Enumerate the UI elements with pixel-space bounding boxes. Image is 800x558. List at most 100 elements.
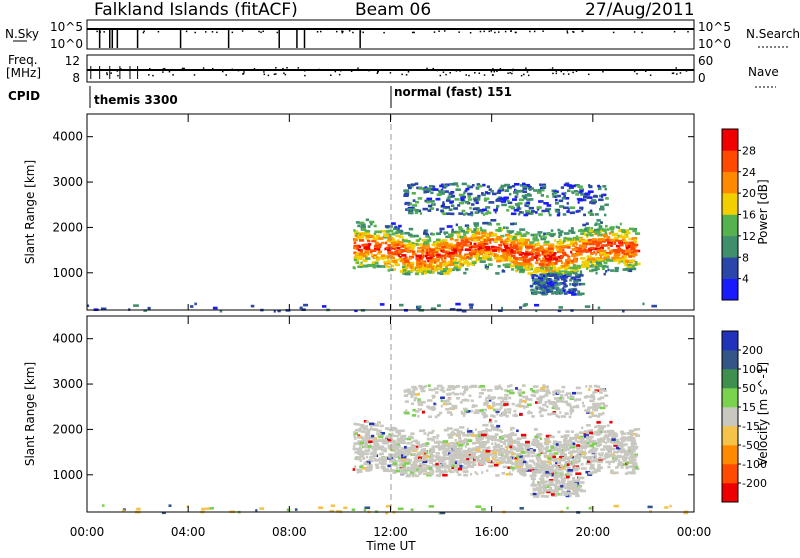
- echo-cell: [422, 242, 429, 245]
- echo-cell: [415, 263, 421, 267]
- echo-cell: [606, 228, 610, 231]
- echo-cell: [623, 457, 627, 460]
- echo-cell: [494, 256, 500, 260]
- echo-cell: [404, 462, 410, 465]
- echo-cell: [572, 442, 576, 446]
- nave-dot: [449, 72, 451, 74]
- echo-cell: [522, 384, 526, 387]
- echo-cell: [609, 420, 613, 424]
- echo-cell: [373, 457, 377, 461]
- echo-cell: [416, 250, 420, 253]
- echo-cell: [564, 265, 570, 268]
- echo-cell: [406, 270, 413, 273]
- echo-cell: [448, 466, 451, 469]
- echo-cell: [401, 441, 406, 445]
- echo-cell: [590, 506, 594, 509]
- echo-cell: [544, 236, 547, 239]
- echo-cell: [503, 401, 509, 404]
- echo-cell: [579, 282, 586, 286]
- echo-cell: [360, 228, 366, 231]
- echo-cell: [599, 453, 604, 457]
- echo-cell: [587, 239, 590, 242]
- echo-cell: [412, 408, 416, 412]
- echo-cell: [503, 196, 509, 200]
- echo-cell: [418, 451, 423, 454]
- nsearch-tick-bottom: 10^0: [698, 37, 731, 51]
- echo-cell: [478, 434, 481, 438]
- echo-cell: [497, 396, 504, 400]
- echo-cell: [459, 465, 463, 468]
- echo-cell: [532, 236, 536, 239]
- echo-cell: [462, 407, 468, 411]
- echo-cell: [441, 260, 447, 263]
- echo-cell: [378, 458, 382, 462]
- echo-cell: [209, 507, 214, 510]
- echo-cell: [547, 286, 553, 290]
- echo-cell: [407, 184, 411, 187]
- echo-cell: [460, 198, 465, 201]
- echo-cell: [442, 390, 446, 393]
- freq-label: Freq.: [8, 53, 38, 67]
- echo-cell: [607, 447, 614, 450]
- echo-cell: [409, 390, 416, 394]
- echo-cell: [428, 415, 432, 419]
- echo-cell: [613, 232, 619, 236]
- echo-cell: [442, 440, 449, 443]
- echo-cell: [352, 468, 356, 471]
- echo-cell: [631, 253, 638, 256]
- echo-cell: [519, 211, 522, 214]
- echo-cell: [555, 269, 560, 272]
- echo-cell: [357, 447, 363, 451]
- echo-cell: [567, 484, 572, 487]
- echo-cell: [451, 464, 455, 468]
- echo-cell: [417, 415, 420, 418]
- echo-cell: [355, 457, 361, 461]
- echo-cell: [490, 219, 497, 222]
- echo-cell: [100, 307, 107, 311]
- echo-cell: [442, 212, 447, 216]
- echo-cell: [418, 445, 423, 448]
- echo-cell: [391, 434, 396, 438]
- echo-cell: [495, 410, 500, 413]
- echo-cell: [557, 473, 563, 477]
- echo-cell: [493, 408, 498, 412]
- echo-cell: [615, 251, 621, 254]
- echo-cell: [403, 389, 410, 392]
- nsearch-dot: [515, 31, 517, 34]
- echo-cell: [448, 208, 453, 211]
- echo-cell: [587, 406, 591, 410]
- echo-cell: [423, 230, 427, 233]
- echo-cell: [380, 432, 385, 435]
- echo-cell: [504, 258, 508, 262]
- echo-cell: [617, 261, 621, 265]
- echo-cell: [479, 442, 486, 446]
- echo-cell: [484, 398, 487, 402]
- echo-cell: [515, 461, 518, 464]
- echo-cell: [422, 460, 428, 464]
- echo-cell: [392, 471, 397, 474]
- echo-cell: [377, 250, 383, 254]
- echo-cell: [554, 488, 559, 492]
- echo-cell: [431, 252, 434, 255]
- echo-cell: [451, 430, 454, 434]
- echo-cell: [359, 465, 363, 469]
- echo-cell: [545, 232, 552, 236]
- echo-cell: [418, 385, 423, 388]
- echo-cell: [525, 264, 529, 268]
- echo-cell: [606, 238, 610, 241]
- echo-cell: [560, 230, 564, 233]
- echo-cell: [559, 452, 564, 456]
- echo-cell: [501, 435, 506, 438]
- echo-cell: [491, 455, 494, 458]
- nave-dot: [106, 73, 108, 76]
- echo-cell: [484, 265, 489, 269]
- echo-cell: [368, 436, 374, 440]
- echo-cell: [374, 241, 379, 245]
- echo-cell: [466, 228, 471, 231]
- echo-cell: [506, 250, 510, 254]
- echo-cell: [485, 436, 490, 439]
- echo-cell: [519, 269, 525, 272]
- echo-cell: [617, 449, 623, 453]
- echo-cell: [401, 458, 407, 461]
- echo-cell: [563, 436, 568, 439]
